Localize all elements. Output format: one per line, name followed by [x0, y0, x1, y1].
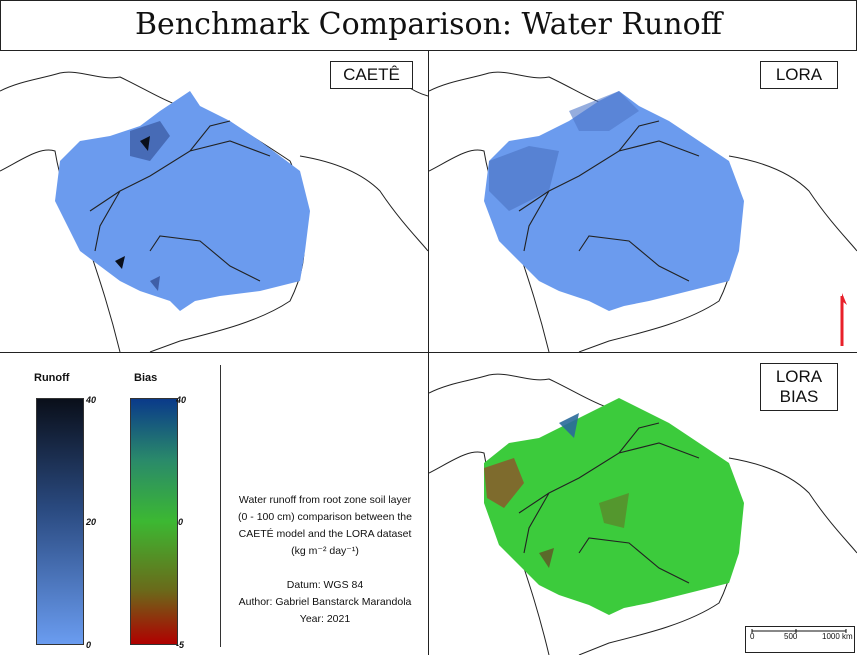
runoff-legend-title: Runoff — [34, 372, 70, 384]
runoff-max: 40 — [86, 395, 97, 405]
description-line: CAETÉ model and the LORA dataset — [238, 528, 412, 540]
scale-bar-graphic — [751, 629, 847, 633]
runoff-ramp — [36, 398, 84, 645]
scale-tick-1000: 1000 km — [822, 632, 853, 641]
description-units: (kg m⁻² day⁻¹) — [291, 545, 359, 557]
map-description: Water runoff from root zone soil layer (… — [222, 492, 428, 628]
bias-ramp — [130, 398, 178, 645]
bias-legend-title: Bias — [134, 372, 158, 384]
datum-text: Datum: WGS 84 — [286, 579, 364, 591]
runoff-mid: 20 — [86, 517, 97, 527]
bias-label: LORA BIAS — [760, 363, 838, 411]
year-text: Year: 2021 — [299, 613, 351, 625]
scale-tick-0: 0 — [750, 632, 755, 641]
caete-map — [0, 70, 428, 352]
bias-mid: 0 — [178, 517, 184, 527]
bias-map — [429, 373, 857, 655]
legend-separator — [220, 365, 221, 647]
legend-panel: Runoff Bias 40 20 0 40 0 -5 — [0, 353, 428, 655]
runoff-min: 0 — [86, 640, 92, 650]
scale-tick-500: 500 — [784, 632, 798, 641]
bias-map-panel: LORA BIAS — [429, 353, 857, 655]
bias-label-line: BIAS — [779, 387, 819, 406]
bias-label-line: LORA — [775, 367, 823, 386]
caete-map-panel: CAETÊ — [0, 51, 428, 352]
caete-label: CAETÊ — [330, 61, 413, 89]
north-arrow-icon — [840, 293, 847, 346]
description-line: (0 - 100 cm) comparison between the — [238, 511, 412, 523]
lora-map — [429, 71, 857, 352]
horizontal-divider — [0, 352, 857, 353]
author-text: Author: Gabriel Banstarck Marandola — [238, 596, 412, 608]
lora-label: LORA — [760, 61, 838, 89]
description-line: Water runoff from root zone soil layer — [238, 494, 412, 506]
page-title: Benchmark Comparison: Water Runoff — [0, 0, 857, 51]
lora-map-panel: LORA — [429, 51, 857, 352]
scale-bar: 0 500 1000 km — [745, 626, 855, 653]
bias-max: 40 — [176, 395, 187, 405]
bias-min: -5 — [176, 640, 185, 650]
